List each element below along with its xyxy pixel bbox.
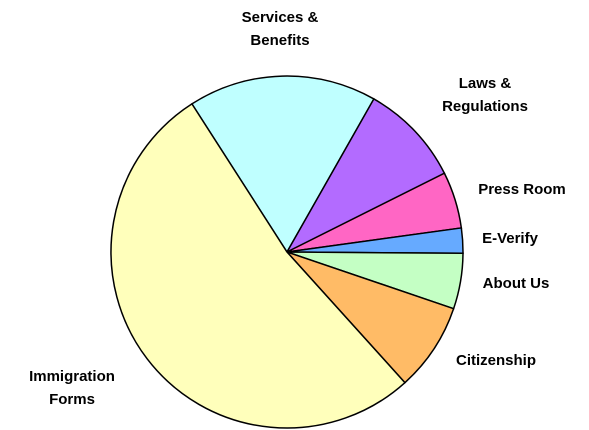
slice-label: Immigration Forms: [29, 368, 115, 408]
slice-label: Laws & Regulations: [442, 75, 528, 115]
pie-slice: [285, 97, 446, 254]
pie-slice: [110, 102, 406, 429]
slice-label: Services & Benefits: [241, 9, 319, 49]
slice-label: About Us: [482, 275, 550, 292]
slice-label: Citizenship: [455, 352, 536, 369]
slice-label: Press Room: [478, 181, 566, 198]
pie-slice: [190, 75, 375, 254]
slice-label: E-Verify: [482, 230, 538, 247]
pie-slice: [284, 250, 455, 384]
